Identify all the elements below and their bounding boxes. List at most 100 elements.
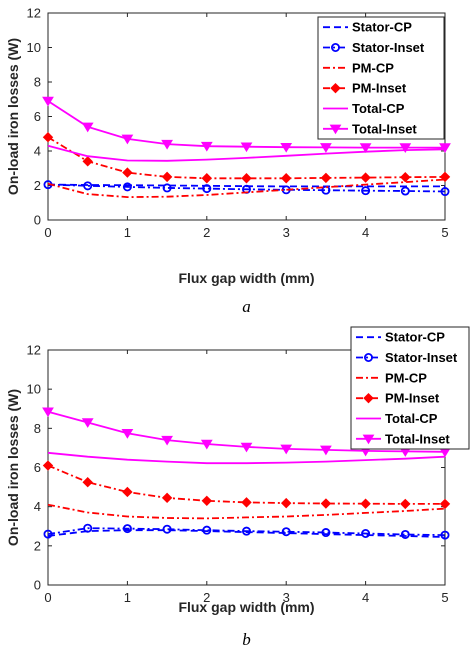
diamond-marker — [201, 173, 213, 184]
x-tick-label: 5 — [441, 225, 448, 240]
x-tick-label: 0 — [44, 590, 51, 605]
triangle-marker — [399, 143, 412, 154]
y-axis-label: On-load iron losses (W) — [5, 38, 21, 195]
circle-marker — [363, 352, 373, 362]
legend-label: Stator-CP — [352, 20, 412, 35]
y-tick-label: 8 — [34, 421, 41, 436]
diamond-marker — [360, 172, 371, 183]
series-line — [47, 527, 446, 536]
diamond-marker — [400, 498, 411, 510]
circle-marker — [83, 523, 93, 533]
series-line — [47, 529, 446, 538]
series-line — [47, 178, 446, 199]
circle-marker — [330, 43, 340, 53]
series-line — [47, 144, 446, 162]
triangle-marker — [240, 442, 253, 453]
x-tick-label: 3 — [283, 225, 290, 240]
diamond-marker — [363, 392, 374, 404]
triangle-marker — [42, 407, 54, 418]
diamond-marker — [241, 173, 252, 184]
series-line — [47, 503, 446, 520]
circle-marker — [440, 530, 450, 540]
circle-marker — [162, 524, 172, 534]
legend-box — [350, 326, 470, 450]
x-tick-label: 1 — [124, 590, 131, 605]
diamond-marker — [241, 497, 252, 508]
diamond-marker — [360, 498, 371, 509]
y-tick-label: 4 — [34, 144, 41, 159]
triangle-marker — [362, 434, 375, 445]
legend-label: Total-Inset — [352, 121, 417, 136]
triangle-marker — [320, 143, 332, 153]
series-line — [47, 183, 446, 193]
circle-marker — [400, 529, 410, 539]
x-tick-label: 0 — [44, 225, 51, 240]
triangle-marker — [439, 143, 451, 154]
y-tick-label: 12 — [27, 343, 41, 358]
triangle-marker — [200, 141, 213, 152]
triangle-marker — [280, 444, 293, 455]
diamond-marker — [280, 173, 292, 184]
y-tick-label: 4 — [34, 499, 41, 514]
series-pm-inset — [42, 460, 451, 510]
triangle-marker — [42, 96, 54, 107]
diamond-marker — [161, 171, 173, 183]
triangle-marker — [121, 428, 134, 439]
series-line — [47, 451, 446, 465]
x-axis-label: Flux gap width (mm) — [178, 599, 314, 615]
diamond-marker — [330, 82, 341, 94]
legend-label: Total-Inset — [385, 431, 450, 446]
legend-label: Stator-Inset — [352, 40, 425, 55]
triangle-marker — [81, 418, 94, 428]
series-line — [47, 464, 445, 505]
diamond-marker — [320, 498, 332, 509]
x-tick-label: 1 — [124, 225, 131, 240]
circle-marker — [361, 528, 371, 538]
triangle-marker — [161, 435, 173, 446]
series-stator-cp — [47, 529, 446, 538]
y-tick-label: 8 — [34, 75, 41, 90]
diamond-marker — [42, 460, 54, 471]
triangle-marker — [240, 142, 253, 153]
y-tick-label: 10 — [27, 382, 41, 397]
series-total-cp — [47, 451, 446, 465]
y-tick-label: 6 — [34, 109, 41, 124]
figure-caption: a — [242, 297, 251, 316]
circle-marker — [122, 182, 132, 192]
triangle-marker — [161, 139, 173, 150]
triangle-marker — [329, 124, 342, 135]
y-tick-label: 2 — [34, 178, 41, 193]
triangle-marker — [320, 445, 332, 456]
legend-label: PM-Inset — [352, 81, 407, 96]
circle-marker — [43, 529, 53, 539]
series-pm-cp — [47, 178, 446, 199]
x-tick-label: 4 — [362, 590, 369, 605]
legend-label: PM-CP — [385, 370, 427, 385]
x-tick-label: 2 — [203, 225, 210, 240]
diamond-marker — [439, 171, 451, 183]
series-pm-cp — [47, 503, 446, 520]
series-pm-inset — [42, 131, 451, 184]
diamond-marker — [82, 476, 93, 488]
circle-marker — [202, 184, 212, 194]
circle-marker — [440, 187, 450, 197]
y-tick-label: 0 — [34, 213, 41, 228]
diamond-marker — [161, 492, 173, 504]
y-tick-label: 6 — [34, 460, 41, 475]
circle-marker — [361, 186, 371, 196]
x-tick-label: 2 — [203, 590, 210, 605]
circle-marker — [162, 183, 172, 193]
x-tick-label: 4 — [362, 225, 369, 240]
legend-box — [317, 16, 445, 140]
legend-label: PM-CP — [352, 60, 394, 75]
diamond-marker — [122, 486, 133, 498]
diamond-marker — [201, 495, 213, 506]
triangle-marker — [280, 142, 293, 153]
diamond-marker — [122, 167, 133, 178]
circle-marker — [321, 185, 331, 195]
diamond-marker — [400, 172, 411, 183]
y-tick-label: 0 — [34, 578, 41, 593]
